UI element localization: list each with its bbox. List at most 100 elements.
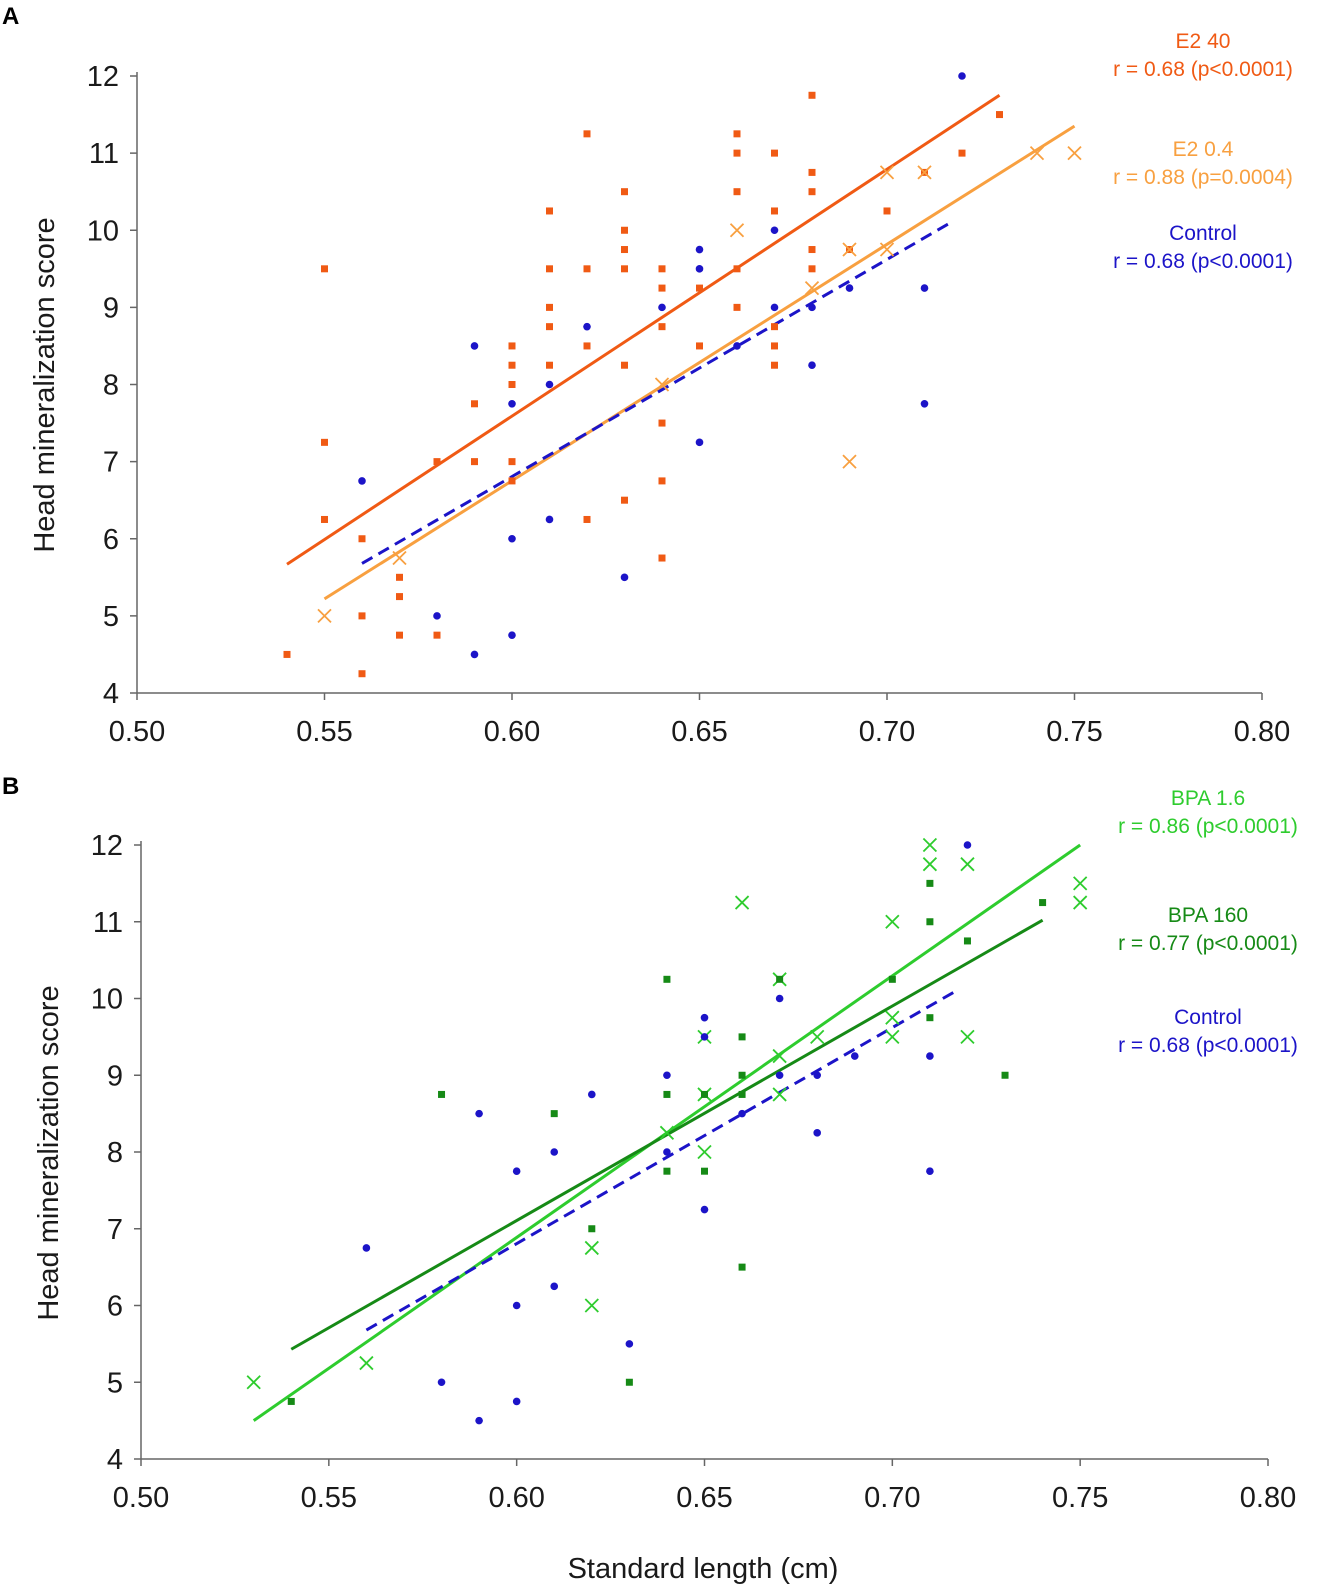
panel-a-point-e2-40: [771, 342, 778, 350]
panel-b-point-control: [663, 1148, 671, 1156]
panel-a-point-control: [583, 322, 591, 331]
panel-a-point-e2-0-4: [879, 242, 895, 257]
panel-a-point-e2-40: [771, 361, 778, 369]
panel-a-point-e2-40: [733, 188, 741, 196]
panel-a-point-e2-40: [321, 438, 328, 446]
panel-b-point-control: [700, 1013, 709, 1022]
legend-a-e2-04-name: E2 0.4: [1173, 138, 1234, 161]
panel-b-x-axis-title: Standard length (cm): [568, 1553, 839, 1585]
panel-a-y-tick-label: 10: [87, 215, 119, 247]
panel-b-point-bpa-160: [588, 1225, 596, 1233]
panel-a-points: [283, 72, 1082, 678]
panel-b-point-bpa-160: [776, 975, 784, 983]
panel-a-point-control: [620, 573, 629, 582]
panel-a-point-e2-40: [583, 342, 591, 350]
panel-b-point-bpa-160: [701, 1167, 708, 1175]
panel-a-point-e2-40: [658, 477, 666, 485]
panel-b-point-bpa-1-6: [922, 837, 938, 853]
panel-a-point-e2-40: [771, 323, 778, 331]
panel-a-point-control: [433, 612, 441, 620]
panel-b-y-tick-label: 4: [107, 1444, 123, 1476]
panel-a-point-control: [920, 284, 929, 292]
panel-a-point-e2-40: [808, 91, 816, 99]
panel-b-point-bpa-160: [1001, 1071, 1009, 1079]
panel-a-fit-line-e2-40: [286, 94, 1001, 566]
panel-b-point-control: [475, 1109, 483, 1118]
panel-b-point-bpa-1-6: [584, 1240, 599, 1256]
panel-b-point-control: [475, 1416, 483, 1425]
panel-b-point-control: [512, 1167, 521, 1175]
panel-a-point-e2-40: [658, 265, 666, 273]
panel-a-point-e2-40: [658, 323, 666, 331]
panel-a-point-e2-40: [508, 381, 516, 388]
legend-a-e2-40-name: E2 40: [1176, 30, 1231, 53]
panel-a: A Head mineralization score 0.50 0.55 0.60…: [2, 3, 1293, 748]
panel-a-x-tick-label: 0.80: [1234, 716, 1290, 748]
panel-a-point-e2-40: [621, 246, 628, 254]
panel-a-point-e2-40: [546, 265, 553, 273]
panel-b-x-tick-label: 0.55: [301, 1482, 357, 1514]
panel-b-point-bpa-160: [663, 1090, 671, 1098]
panel-a-point-e2-40: [771, 207, 778, 215]
panel-a-point-control: [845, 284, 854, 292]
panel-a-y-tick-label: 4: [103, 678, 119, 710]
panel-b-y-tick-label: 11: [93, 907, 123, 939]
panel-b-fit-line-bpa-160: [290, 918, 1044, 1351]
panel-a-point-e2-0-4: [842, 242, 857, 257]
panel-b-point-bpa-160: [738, 1263, 746, 1271]
panel-b-point-control: [550, 1148, 559, 1156]
panel-a-point-e2-0-4: [842, 454, 857, 469]
panel-a-point-control: [545, 380, 554, 389]
panel-a-point-e2-40: [358, 535, 366, 543]
panel-a-point-e2-0-4: [1067, 145, 1082, 161]
panel-a-point-control: [508, 631, 516, 639]
panel-a-point-e2-40: [546, 323, 553, 331]
legend-a-e2-04-stat: r = 0.88 (p=0.0004): [1113, 166, 1293, 189]
panel-a-point-e2-40: [621, 265, 628, 273]
panel-a-point-e2-40: [471, 458, 478, 466]
panel-a-point-e2-40: [433, 631, 441, 639]
panel-a-point-e2-40: [621, 226, 628, 234]
panel-b-point-bpa-160: [738, 1033, 746, 1041]
panel-a-point-control: [470, 342, 479, 350]
panel-b-point-bpa-160: [663, 1167, 671, 1175]
panel-a-point-e2-40: [396, 631, 403, 639]
legend-b-control-stat: r = 0.68 (p<0.0001): [1118, 1034, 1298, 1057]
panel-a-point-e2-40: [696, 284, 703, 292]
panel-a-x-tick-label: 0.55: [296, 716, 352, 748]
panel-a-point-e2-40: [808, 265, 816, 273]
panel-b-y-tick-label: 12: [91, 830, 123, 862]
panel-a-point-e2-40: [546, 303, 553, 311]
panel-b-point-bpa-160: [963, 937, 971, 945]
panel-b-point-bpa-160: [738, 1090, 746, 1098]
panel-b-point-bpa-160: [926, 1014, 934, 1022]
panel-b-point-bpa-160: [625, 1378, 633, 1386]
panel-a-point-e2-40: [583, 130, 591, 138]
panel-b-point-bpa-1-6: [584, 1298, 599, 1313]
panel-a-fit-lines: [286, 94, 1076, 601]
panel-b-point-bpa-1-6: [659, 1125, 675, 1140]
panel-a-point-control: [508, 534, 516, 543]
panel-a-point-e2-0-4: [729, 223, 745, 238]
panel-b-point-bpa-160: [1039, 899, 1047, 907]
panel-a-point-e2-40: [321, 515, 328, 523]
panel-a-point-control: [920, 399, 929, 408]
panel-a-point-e2-40: [696, 342, 703, 350]
panel-b-point-control: [775, 994, 784, 1003]
panel-b-point-control: [663, 1071, 671, 1080]
panel-b-point-control: [850, 1052, 859, 1060]
panel-b-point-control: [813, 1071, 821, 1080]
panel-a-point-e2-0-4: [392, 550, 407, 566]
panel-a-point-e2-0-4: [879, 165, 895, 180]
panel-b-point-bpa-1-6: [885, 1029, 900, 1045]
panel-b-point-control: [700, 1205, 709, 1214]
panel-b-x-tick-label: 0.50: [113, 1482, 169, 1514]
panel-a-axes: [136, 72, 1262, 694]
panel-b-point-control: [550, 1282, 559, 1291]
panel-a-point-e2-40: [396, 573, 403, 581]
panel-a-y-tick-label: 9: [103, 292, 119, 324]
panel-a-y-tick-label: 8: [103, 370, 119, 402]
panel-a-point-e2-40: [321, 265, 328, 273]
panel-b-x-tick-label: 0.70: [864, 1482, 920, 1514]
panel-b-point-control: [963, 841, 972, 849]
